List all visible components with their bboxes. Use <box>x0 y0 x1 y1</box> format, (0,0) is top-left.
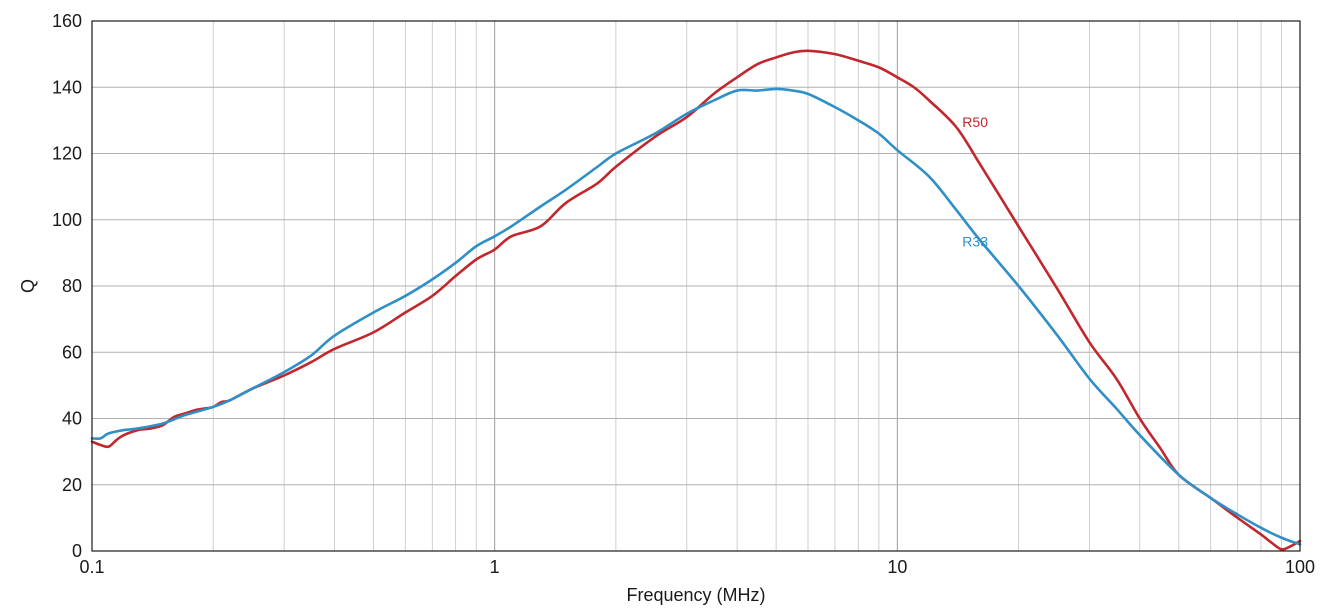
y-tick-labels: 0 20 40 60 80 100 120 140 160 <box>52 11 82 561</box>
x-tick-label: 0.1 <box>79 557 104 577</box>
y-tick-label: 20 <box>62 475 82 495</box>
x-tick-label: 1 <box>490 557 500 577</box>
series-line-r50 <box>90 49 1302 551</box>
y-tick-label: 60 <box>62 342 82 362</box>
series-label-r50: R50 <box>962 114 988 130</box>
x-axis-title: Frequency (MHz) <box>626 585 765 605</box>
x-tick-labels: 0.1 1 10 100 <box>79 557 1315 577</box>
y-tick-label: 80 <box>62 276 82 296</box>
x-tick-label: 10 <box>887 557 907 577</box>
y-tick-label: 0 <box>72 541 82 561</box>
plot-frame <box>91 20 1301 552</box>
series-line-r33 <box>90 87 1302 546</box>
series-label-r33: R33 <box>962 233 988 249</box>
y-tick-label: 100 <box>52 210 82 230</box>
grid-major <box>91 20 1300 552</box>
x-tick-label: 100 <box>1285 557 1315 577</box>
y-tick-label: 120 <box>52 144 82 164</box>
y-axis-title: Q <box>18 279 38 293</box>
y-tick-label: 40 <box>62 409 82 429</box>
y-tick-label: 160 <box>52 11 82 31</box>
y-tick-label: 140 <box>52 77 82 97</box>
series-layer: R50 R33 <box>90 49 1302 551</box>
